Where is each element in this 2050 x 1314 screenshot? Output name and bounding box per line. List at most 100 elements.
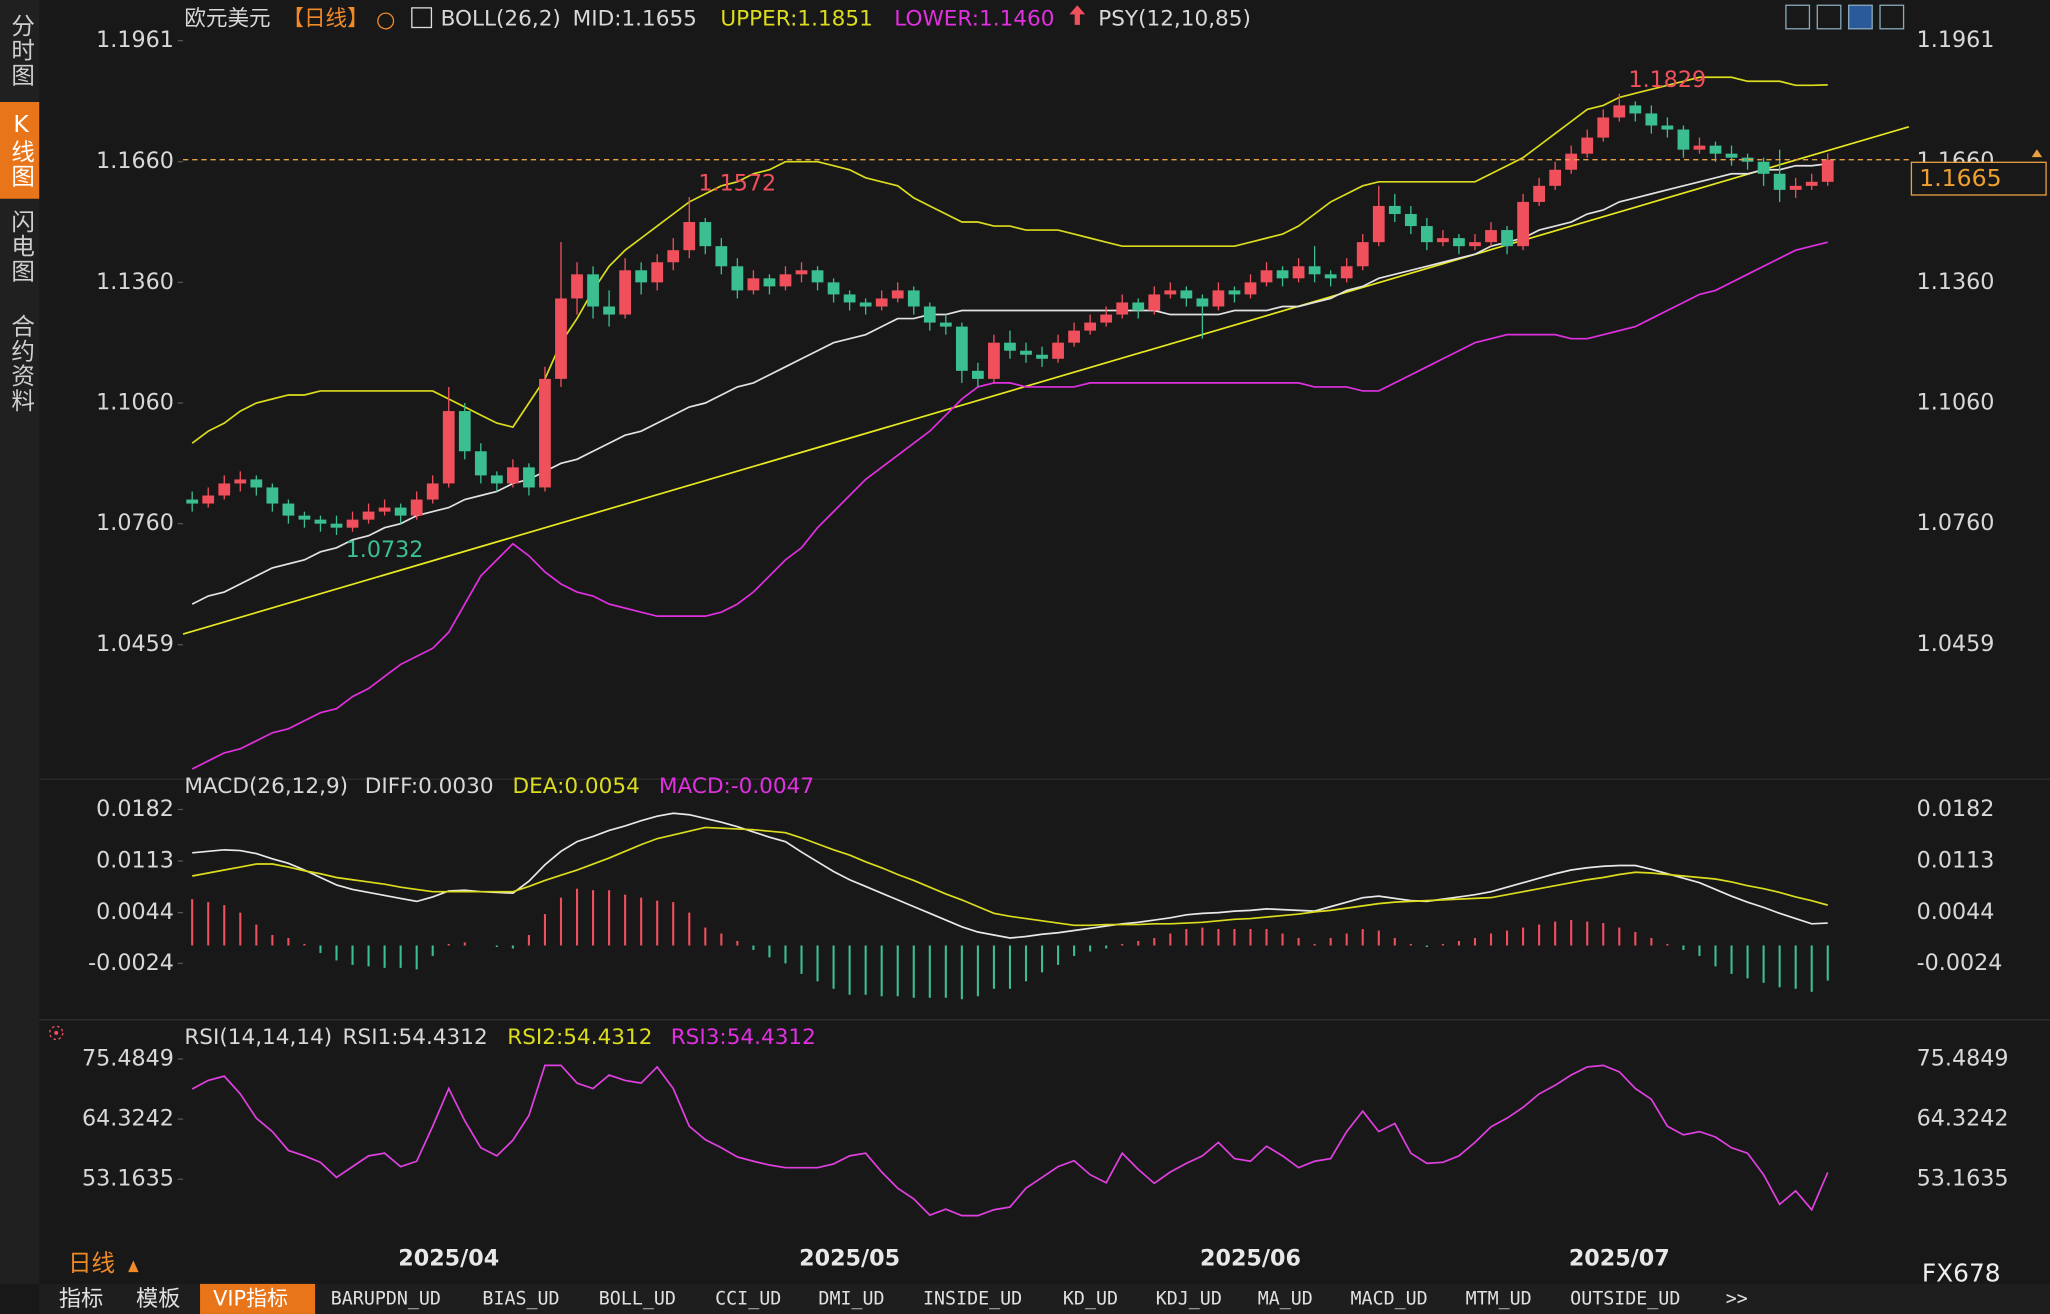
- tab-bar: [39, 1283, 2050, 1314]
- candle-body: [699, 222, 712, 247]
- tab[interactable]: 指标: [59, 1286, 103, 1312]
- tab[interactable]: CCI_UD: [715, 1289, 781, 1310]
- candle-body: [1388, 205, 1401, 214]
- y-tick-label: 0.0113: [96, 848, 174, 874]
- y-tick-label: 1.1961: [96, 27, 174, 53]
- tab[interactable]: BARUPDN_UD: [331, 1289, 441, 1310]
- candle-body: [1645, 113, 1658, 126]
- sidebar-tab[interactable]: 分时图: [7, 13, 35, 88]
- candle-body: [1036, 354, 1048, 359]
- sidebar: [0, 0, 40, 1284]
- candle-body: [603, 306, 615, 315]
- legend-item: RSI1:54.4312: [343, 1025, 488, 1050]
- icon[interactable]: [1069, 5, 1086, 25]
- candle-body: [1356, 242, 1369, 267]
- candle-body: [907, 290, 920, 307]
- icon[interactable]: [49, 1025, 64, 1041]
- tab[interactable]: >>: [1726, 1289, 1748, 1310]
- candle-body: [1228, 290, 1241, 295]
- candle-body: [1741, 157, 1754, 162]
- candle-body: [1132, 302, 1145, 311]
- icon[interactable]: [411, 7, 433, 29]
- tab[interactable]: VIP指标: [213, 1287, 288, 1311]
- tab[interactable]: DMI_UD: [818, 1289, 884, 1310]
- candle-body: [1372, 205, 1385, 243]
- sidebar-tab[interactable]: K线图: [7, 110, 35, 189]
- y-tick-label: 1.0760: [96, 510, 174, 536]
- tab[interactable]: MACD_UD: [1351, 1289, 1428, 1310]
- candle-body: [1613, 105, 1626, 118]
- candle-body: [683, 222, 696, 251]
- legend-item: RSI(14,14,14): [184, 1025, 332, 1050]
- candle-body: [1805, 181, 1818, 186]
- toolbar-icon[interactable]: [1848, 4, 1873, 30]
- tab[interactable]: KDJ_UD: [1156, 1289, 1222, 1310]
- icon[interactable]: [377, 12, 395, 30]
- candle-body: [1773, 173, 1786, 190]
- candle-body: [1404, 213, 1417, 227]
- candle-body: [1308, 266, 1321, 275]
- candle-body: [1565, 153, 1578, 170]
- candle-body: [1148, 294, 1161, 311]
- y-tick-label: 1.1660: [96, 148, 174, 174]
- candle-body: [1693, 145, 1706, 150]
- y-tick-label: 0.0044: [96, 899, 174, 925]
- y-tick-label: 53.1635: [1917, 1166, 2009, 1192]
- candle-body: [1661, 125, 1674, 130]
- tab[interactable]: OUTSIDE_UD: [1570, 1289, 1680, 1310]
- tab[interactable]: INSIDE_UD: [923, 1289, 1022, 1310]
- trend-line: [182, 126, 1910, 635]
- price-annotation: 1.1572: [698, 171, 776, 197]
- tab[interactable]: BIAS_UD: [482, 1289, 559, 1310]
- candle-body: [1437, 238, 1449, 243]
- toolbar-icon[interactable]: [1879, 4, 1905, 30]
- indicator-line: [192, 812, 1828, 939]
- candle-body: [218, 483, 231, 496]
- toolbar-icon[interactable]: [1816, 4, 1842, 30]
- candle-body: [1116, 302, 1129, 315]
- period-selector[interactable]: 日线: [68, 1249, 115, 1277]
- icon[interactable]: [128, 1260, 139, 1273]
- y-tick-label: 64.3242: [82, 1106, 174, 1132]
- candle-body: [1004, 342, 1016, 351]
- candle-body: [1629, 105, 1642, 114]
- candle-body: [394, 507, 407, 516]
- candle-body: [667, 250, 680, 263]
- legend-item: RSI3:54.4312: [671, 1025, 816, 1050]
- candle-body: [1244, 282, 1257, 295]
- toolbar-icon[interactable]: [1785, 4, 1811, 30]
- tab[interactable]: BOLL_UD: [599, 1289, 676, 1310]
- sidebar-tab[interactable]: 合约资料: [7, 314, 35, 414]
- candle-body: [1276, 270, 1289, 279]
- candle-body: [939, 322, 952, 327]
- candle-body: [186, 499, 199, 504]
- y-tick-label: 0.0182: [1917, 796, 1995, 822]
- y-tick-label: 1.1360: [96, 269, 174, 295]
- tab[interactable]: MTM_UD: [1466, 1289, 1532, 1310]
- tab[interactable]: KD_UD: [1063, 1289, 1118, 1310]
- y-tick-label: 1.1360: [1917, 269, 1995, 295]
- watermark: FX678: [1922, 1259, 2001, 1288]
- y-tick-label: 0.0044: [1917, 899, 1995, 925]
- candle-body: [1212, 290, 1225, 307]
- candle-body: [362, 511, 375, 520]
- y-tick-label: -0.0024: [88, 950, 174, 976]
- candle-body: [955, 326, 968, 371]
- y-tick-label: 64.3242: [1917, 1106, 2009, 1132]
- legend-period[interactable]: 【日线】: [282, 7, 368, 32]
- candle-body: [811, 270, 824, 283]
- tab[interactable]: 模板: [136, 1286, 180, 1312]
- tab[interactable]: MA_UD: [1258, 1289, 1313, 1310]
- candle-body: [972, 370, 984, 379]
- candle-body: [250, 479, 263, 488]
- indicator-line: [191, 1064, 1829, 1217]
- sidebar-tab[interactable]: 闪电图: [7, 209, 35, 284]
- indicator-line: [192, 826, 1828, 927]
- legend-item: PSY(12,10,85): [1098, 7, 1251, 32]
- candle-body: [234, 479, 247, 484]
- candle-body: [859, 302, 872, 307]
- candle-body: [715, 246, 728, 267]
